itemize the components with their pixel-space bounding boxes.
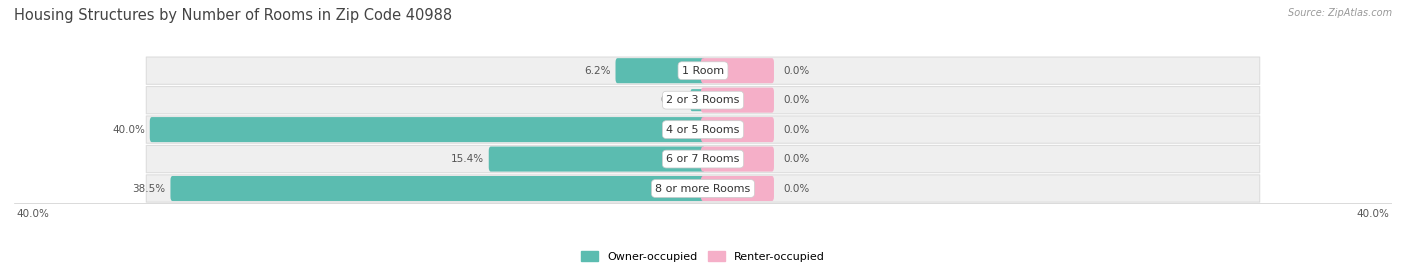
Text: Source: ZipAtlas.com: Source: ZipAtlas.com [1288, 8, 1392, 18]
FancyBboxPatch shape [702, 147, 773, 171]
FancyBboxPatch shape [146, 146, 1260, 173]
FancyBboxPatch shape [702, 176, 773, 201]
Text: 0.0%: 0.0% [783, 66, 810, 76]
Text: 0.0%: 0.0% [783, 184, 810, 194]
FancyBboxPatch shape [690, 89, 704, 111]
Text: 40.0%: 40.0% [112, 124, 145, 135]
FancyBboxPatch shape [702, 88, 773, 113]
Text: 0.0%: 0.0% [661, 95, 686, 105]
Text: 15.4%: 15.4% [451, 154, 484, 164]
FancyBboxPatch shape [146, 86, 1260, 114]
Text: 40.0%: 40.0% [17, 209, 49, 219]
FancyBboxPatch shape [150, 117, 704, 142]
Text: 6 or 7 Rooms: 6 or 7 Rooms [666, 154, 740, 164]
Text: 0.0%: 0.0% [783, 124, 810, 135]
Text: 8 or more Rooms: 8 or more Rooms [655, 184, 751, 194]
FancyBboxPatch shape [170, 176, 704, 201]
Text: 1 Room: 1 Room [682, 66, 724, 76]
Text: 40.0%: 40.0% [1357, 209, 1389, 219]
FancyBboxPatch shape [702, 58, 773, 83]
FancyBboxPatch shape [146, 57, 1260, 84]
FancyBboxPatch shape [146, 116, 1260, 143]
Legend: Owner-occupied, Renter-occupied: Owner-occupied, Renter-occupied [576, 247, 830, 266]
Text: 4 or 5 Rooms: 4 or 5 Rooms [666, 124, 740, 135]
Text: 38.5%: 38.5% [132, 184, 166, 194]
Text: Housing Structures by Number of Rooms in Zip Code 40988: Housing Structures by Number of Rooms in… [14, 8, 453, 23]
Text: 2 or 3 Rooms: 2 or 3 Rooms [666, 95, 740, 105]
Text: 0.0%: 0.0% [783, 154, 810, 164]
Text: 6.2%: 6.2% [583, 66, 610, 76]
FancyBboxPatch shape [489, 147, 704, 171]
FancyBboxPatch shape [702, 117, 773, 142]
FancyBboxPatch shape [146, 175, 1260, 202]
FancyBboxPatch shape [616, 58, 704, 83]
Text: 0.0%: 0.0% [783, 95, 810, 105]
